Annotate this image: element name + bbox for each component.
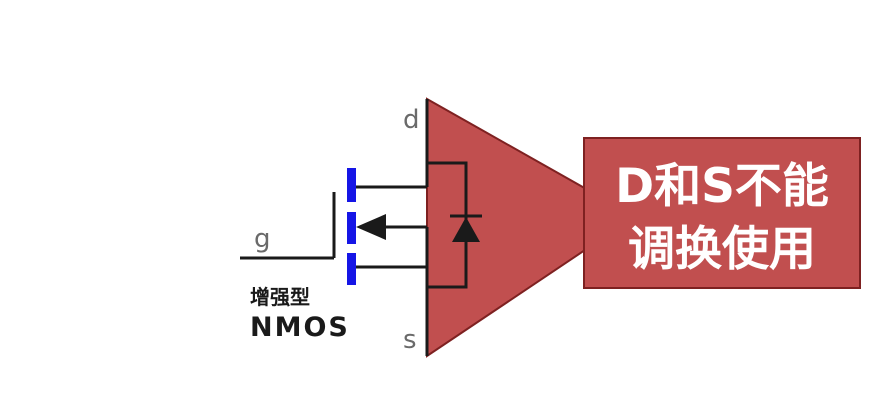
callout-line2: 调换使用 (628, 222, 816, 277)
drain-label: d (403, 105, 420, 135)
callout-seam (585, 191, 591, 247)
device-type-line2: NMOS (250, 312, 350, 343)
body-arrow-icon (356, 214, 386, 240)
device-type-line1: 增强型 (250, 285, 310, 309)
channel-segment-body (347, 212, 356, 244)
source-label: s (403, 325, 417, 355)
diode-icon (452, 217, 480, 242)
callout-pointer (426, 97, 589, 358)
channel-segment-source (347, 253, 356, 285)
channel-segment-drain (347, 168, 356, 202)
callout-box (583, 137, 861, 289)
callout-line1: D和S不能 (615, 159, 829, 214)
gate-label: g (254, 224, 271, 254)
